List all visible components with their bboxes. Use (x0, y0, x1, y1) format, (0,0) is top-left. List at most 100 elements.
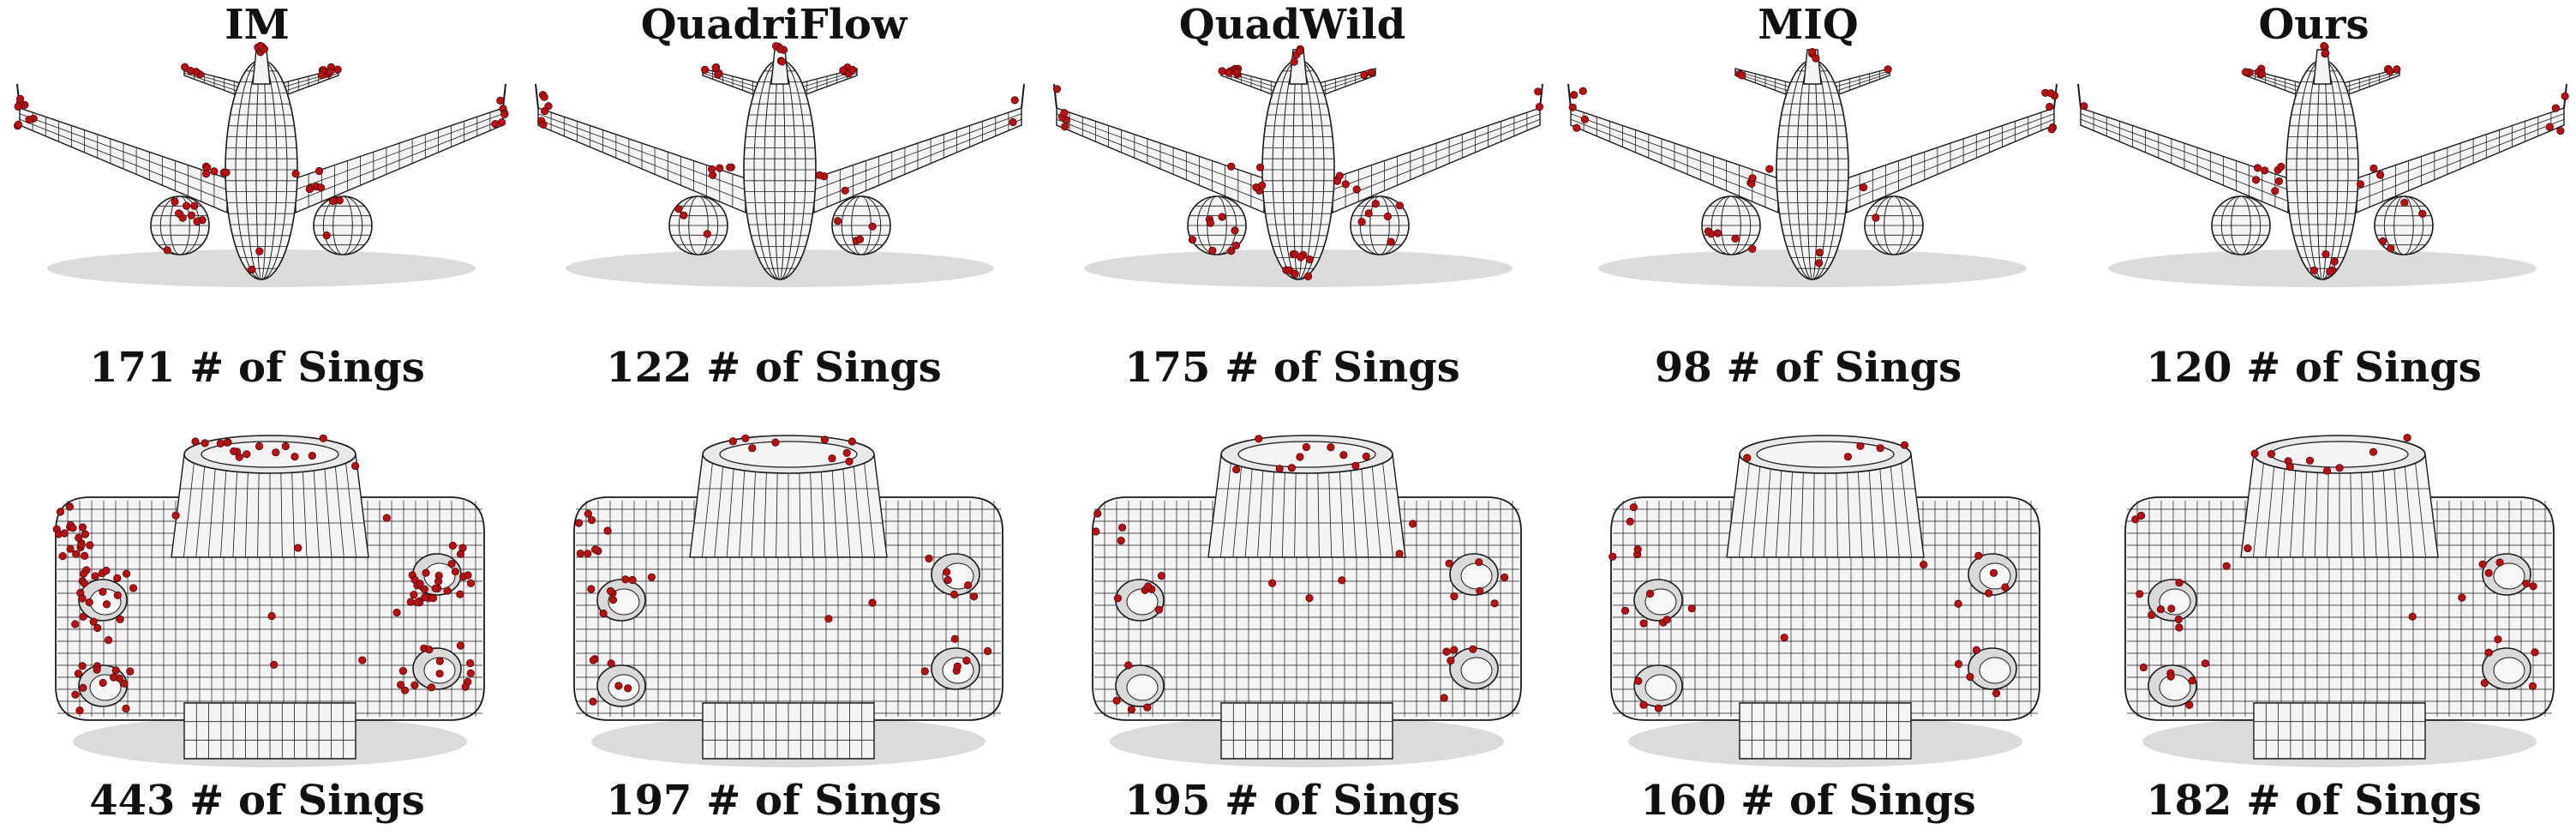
singularity-dot (448, 541, 457, 550)
singularity-dot (466, 658, 475, 668)
upper-tower-edge (863, 454, 875, 558)
sing-count-airplane-ours: 120 # of Sings (2146, 344, 2482, 392)
singularity-dot (79, 612, 87, 621)
singularity-dot (175, 209, 183, 218)
flange-outline (55, 496, 485, 721)
upper-tower-edge (2393, 454, 2402, 558)
singularity-dot (680, 211, 688, 219)
upper-tower-edge (312, 454, 320, 558)
singularity-dot (1748, 244, 1757, 253)
tower-bore (1756, 441, 1895, 468)
singularity-dot (944, 575, 952, 585)
sing-count-part-quadwild: 195 # of Sings (1124, 777, 1460, 825)
singularity-dot (1442, 647, 1451, 656)
singularity-dot (291, 170, 300, 178)
singularity-dot (2561, 92, 2569, 100)
upper-tower-edge (714, 454, 725, 558)
fuselage (1261, 59, 1335, 280)
right-winglet (1021, 83, 1025, 109)
singularity-dot (1568, 103, 1577, 111)
bolt-hole-inner (1460, 657, 1493, 684)
singularity-dot (1645, 589, 1655, 598)
right-wing (1332, 107, 1541, 214)
singularity-dot (187, 211, 195, 219)
singularity-dot (350, 461, 360, 471)
singularity-dot (1985, 589, 1993, 598)
upper-tower-edge (1349, 454, 1357, 558)
left-wing (537, 107, 746, 214)
singularity-dot (833, 217, 842, 225)
singularity-dot (2222, 562, 2231, 570)
singularity-dot (99, 587, 107, 596)
singularity-dot (93, 623, 102, 633)
singularity-dot (2257, 69, 2267, 78)
singularity-dot (2378, 237, 2387, 245)
singularity-markers (2131, 434, 2539, 709)
singularity-markers (2080, 41, 2569, 276)
singularity-dot (461, 682, 470, 691)
singularity-dot (202, 170, 211, 178)
sing-count-airplane-im: 171 # of Sings (89, 344, 425, 392)
singularity-dot (1093, 509, 1102, 518)
upper-tower-edge (1739, 454, 1751, 558)
singularity-dot (116, 615, 124, 623)
singularity-dot (1327, 443, 1335, 452)
singularity-dot (466, 579, 476, 587)
singularity-dot (574, 519, 584, 527)
singularity-dot (126, 667, 135, 676)
singularity-dot (848, 65, 857, 75)
singularity-dot (2408, 612, 2417, 621)
singularity-dot (2369, 164, 2378, 172)
singularity-dot (69, 524, 77, 532)
flange-body (2124, 496, 2555, 721)
singularity-dot (848, 437, 856, 446)
singularity-dot (2403, 434, 2411, 442)
singularity-dot (1362, 452, 1370, 461)
singularity-dot (1445, 559, 1453, 568)
singularity-dot (230, 447, 238, 456)
bolt-hole-inner (608, 588, 640, 616)
singularity-dot (80, 579, 89, 587)
upper-tower-edge (739, 454, 746, 558)
singularity-dot (1287, 464, 1296, 472)
upper-tower-edge (1220, 454, 1232, 558)
singularity-dot (1341, 180, 1350, 189)
right-wing (2356, 107, 2565, 214)
singularity-dot (540, 93, 548, 101)
bolt-hole-inner (2493, 562, 2525, 590)
singularity-dot (1092, 527, 1100, 536)
singularity-dot (1780, 634, 1788, 642)
singularity-dot (129, 584, 138, 592)
singularity-dot (1992, 689, 2001, 698)
singularity-dot (708, 165, 716, 173)
singularity-dot (203, 163, 212, 171)
singularity-dot (841, 186, 849, 195)
left-engine (668, 195, 728, 255)
singularity-dot (1743, 454, 1752, 462)
singularity-dot (77, 540, 86, 549)
left-stabilizer-edge (1220, 72, 1282, 94)
singularity-dot (590, 545, 600, 554)
singularity-dot (1227, 162, 1236, 171)
bolt-hole-inner (2159, 674, 2191, 701)
singularity-dot (2400, 198, 2409, 207)
method-title-quadriflow: QuadriFlow (640, 1, 908, 49)
singularity-dot (1989, 568, 1998, 577)
singularity-dot (328, 197, 338, 206)
singularity-dot (962, 656, 971, 665)
singularity-dot (396, 681, 405, 689)
singularity-dot (1609, 552, 1617, 561)
singularity-dot (1469, 645, 1477, 653)
singularity-dot (1305, 594, 1314, 603)
upper-tower-edge (183, 454, 195, 558)
singularity-dot (102, 567, 111, 575)
singularity-dot (2326, 267, 2334, 276)
lower-cylinder (1220, 702, 1393, 760)
singularity-dot (425, 646, 434, 654)
singularity-dot (2046, 89, 2055, 98)
singularity-dot (576, 550, 584, 558)
airplane-render-im (13, 41, 510, 333)
left-engine (2211, 195, 2271, 255)
singularity-dot (392, 608, 401, 617)
singularity-dot (99, 678, 107, 688)
